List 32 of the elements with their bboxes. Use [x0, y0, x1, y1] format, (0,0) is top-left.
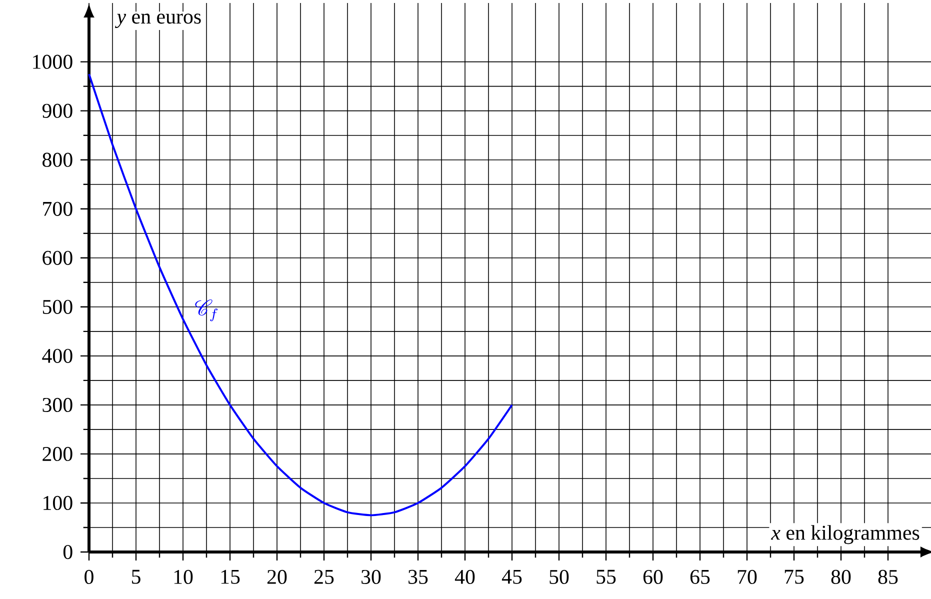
x-tick-label: 40 — [454, 570, 475, 584]
y-tick-label: 800 — [42, 152, 72, 167]
x-tick-label: 30 — [362, 570, 381, 584]
x-tick-label: 60 — [643, 570, 663, 584]
x-tick-label: 25 — [314, 570, 334, 584]
x-tick-label: 70 — [738, 570, 757, 584]
y-tick-label: 700 — [43, 202, 72, 216]
y-tick-label: 0 — [63, 544, 72, 560]
x-tick-label: 85 — [878, 570, 898, 584]
x-tick-label: 0 — [84, 570, 94, 584]
y-tick-label: 300 — [42, 398, 72, 412]
x-tick-label: 50 — [550, 570, 569, 584]
x-tick-label: 45 — [502, 570, 522, 584]
x-axis-title: x en kilogrammes — [770, 525, 920, 544]
x-tick-label: 15 — [221, 570, 240, 584]
x-tick-label: 35 — [408, 570, 428, 584]
x-tick-label: 20 — [267, 570, 287, 584]
x-tick-label: 10 — [174, 570, 193, 584]
y-tick-label: 400 — [42, 348, 72, 363]
line-series — [88, 73, 513, 516]
y-tick-label: 500 — [42, 300, 72, 314]
x-tick-label: 65 — [690, 570, 710, 584]
x-tick-label: 80 — [831, 570, 851, 584]
y-tick-label: 1000 — [33, 54, 72, 69]
y-tick-label: 600 — [42, 250, 72, 265]
x-tick-label: 55 — [596, 570, 616, 584]
y-tick-label: 200 — [42, 446, 72, 462]
y-axis-title: y en euros — [115, 14, 201, 28]
y-tick-label: 900 — [42, 104, 72, 118]
y-tick-label: 100 — [44, 496, 72, 510]
x-tick-label: 5 — [132, 570, 140, 584]
x-tick-label: 75 — [784, 570, 804, 584]
